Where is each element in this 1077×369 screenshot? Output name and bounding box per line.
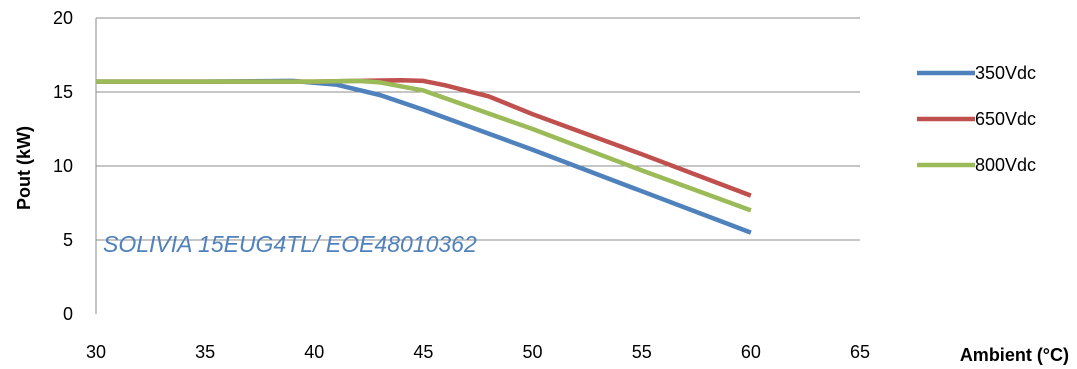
x-axis-title: Ambient (°C) [960,345,1069,365]
y-tick-label: 5 [63,230,73,250]
model-annotation: SOLIVIA 15EUG4TL/ EOE48010362 [103,231,477,257]
series-line-800Vdc [96,78,752,213]
x-tick-label: 30 [86,342,106,362]
x-tick-label: 55 [632,342,652,362]
x-axis-ticks: 30 35 40 45 50 55 60 65 [86,342,870,362]
y-tick-label: 20 [53,8,73,28]
x-tick-label: 45 [413,342,433,362]
series-line-650Vdc [96,77,752,198]
x-tick-label: 35 [195,342,215,362]
x-tick-label: 65 [850,342,870,362]
y-tick-label: 0 [63,304,73,324]
x-tick-label: 50 [523,342,543,362]
legend-label-800Vdc: 800Vdc [975,155,1036,175]
y-tick-label: 10 [53,156,73,176]
legend: 350Vdc 650Vdc 800Vdc [917,63,1036,175]
x-tick-label: 60 [741,342,761,362]
y-axis-title: Pout (kW) [14,126,34,210]
series-lines [96,77,752,235]
legend-label-350Vdc: 350Vdc [975,63,1036,83]
legend-label-650Vdc: 650Vdc [975,109,1036,129]
y-tick-label: 15 [53,82,73,102]
y-axis-ticks: 0 5 10 15 20 [53,8,73,324]
x-tick-label: 40 [304,342,324,362]
gridlines [95,17,860,314]
